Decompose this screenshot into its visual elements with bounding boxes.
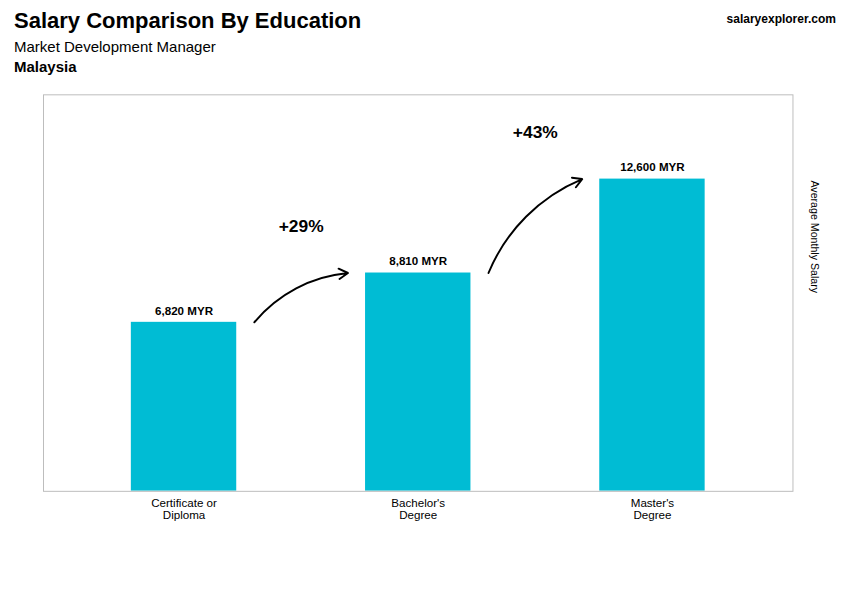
svg-text:+43%: +43%	[513, 122, 558, 142]
html-text:Malaysia: Malaysia	[14, 58, 77, 75]
html-text:Salary Comparison By Education: Salary Comparison By Education	[14, 8, 362, 33]
svg-text:Certificate orDiploma: Certificate orDiploma	[151, 496, 217, 521]
svg-text:6,820 MYR: 6,820 MYR	[155, 304, 214, 317]
svg-text:Average Monthly Salary: Average Monthly Salary	[809, 180, 821, 293]
html-text:salary explorer.com: salary explorer.com	[726, 12, 836, 26]
svg-text:Bachelor'sDegree: Bachelor'sDegree	[391, 496, 445, 521]
html-text:Market Development Manager: Market Development Manager	[14, 38, 216, 55]
svg-text:+29%: +29%	[279, 216, 324, 236]
svg-text:8,810 MYR: 8,810 MYR	[389, 254, 448, 267]
svg-text:12,600 MYR: 12,600 MYR	[620, 160, 685, 173]
svg-text:Master'sDegree: Master'sDegree	[631, 496, 675, 521]
